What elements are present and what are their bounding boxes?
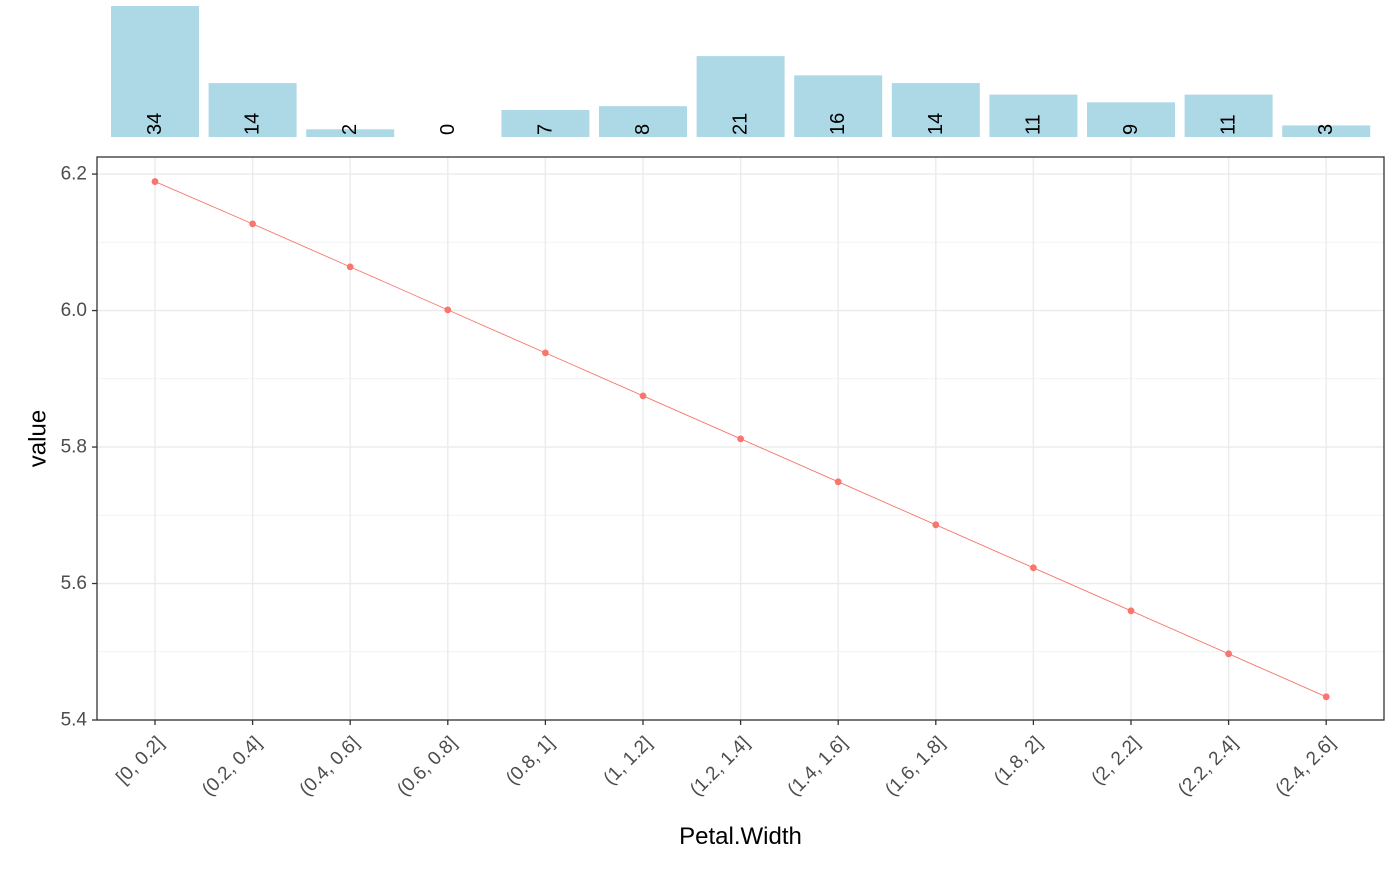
x-tick-label: (0.4, 0.6] xyxy=(296,733,364,801)
data-point xyxy=(834,478,842,486)
x-tick-label: (0.2, 0.4] xyxy=(198,733,266,801)
bar-count-label: 2 xyxy=(339,124,361,135)
data-point xyxy=(249,220,256,228)
histogram-bar xyxy=(989,94,1078,137)
x-tick-label: (1.2, 1.4] xyxy=(686,733,754,801)
bar-count-label: 34 xyxy=(144,113,166,135)
data-point xyxy=(1322,693,1330,701)
histogram-bar xyxy=(1184,94,1273,137)
x-tick-label: (0.6, 0.8] xyxy=(393,733,461,801)
data-point xyxy=(542,349,549,357)
data-point xyxy=(639,392,647,400)
histogram-bar xyxy=(794,75,883,137)
bar-count-label: 21 xyxy=(730,113,752,135)
data-point xyxy=(1127,607,1135,615)
histogram-bar xyxy=(599,106,687,137)
histogram-bar xyxy=(111,6,199,137)
data-point xyxy=(1030,564,1037,572)
bar-count-label: 16 xyxy=(827,113,849,135)
bar-count-label: 14 xyxy=(925,113,947,135)
bar-count-label: 9 xyxy=(1120,124,1142,135)
y-tick-label: 5.8 xyxy=(61,437,87,458)
x-tick-label: (2.2, 2.4] xyxy=(1174,733,1242,801)
x-tick-label: (1.4, 1.6] xyxy=(784,733,852,801)
line-plot-panel: 5.4 5.6 5.8 6.0 6.2 [0, 0.2] (0.2, 0.4] (0.4, … xyxy=(61,156,1385,801)
histogram-bar xyxy=(696,56,785,137)
histogram-bar xyxy=(306,129,395,137)
x-tick-label: (0.8, 1] xyxy=(502,733,559,790)
x-axis: [0, 0.2] (0.2, 0.4] (0.4, 0.6] (0.6, 0.8] (0… xyxy=(112,720,1340,801)
x-tick-label: (1.8, 2] xyxy=(990,733,1047,790)
data-point xyxy=(346,263,354,271)
histogram-bar xyxy=(891,83,980,137)
data-point xyxy=(737,435,744,443)
x-tick-label: (1.6, 1.8] xyxy=(881,733,949,801)
bar-count-label: 11 xyxy=(1022,114,1044,135)
data-point xyxy=(444,306,452,314)
x-axis-title: Petal.Width xyxy=(679,823,802,850)
bar-count-label: 11 xyxy=(1218,114,1240,135)
histogram-bar xyxy=(1087,102,1175,137)
histogram-bar xyxy=(208,83,297,137)
y-tick-label: 6.2 xyxy=(61,164,87,185)
y-tick-label: 5.4 xyxy=(61,710,88,731)
x-tick-label: (2, 2.2] xyxy=(1088,733,1145,790)
data-point xyxy=(151,178,159,185)
series-line-group xyxy=(151,178,1330,701)
y-axis: 5.4 5.6 5.8 6.0 6.2 xyxy=(61,164,97,731)
data-point xyxy=(932,521,940,529)
bar-count-label: 8 xyxy=(632,124,654,135)
bar-count-label: 14 xyxy=(242,113,264,135)
x-tick-label: [0, 0.2] xyxy=(112,733,168,789)
x-tick-label: (1, 1.2] xyxy=(600,733,657,790)
y-axis-title: value xyxy=(25,410,52,467)
y-tick-label: 5.6 xyxy=(61,573,87,594)
bar-count-label: 3 xyxy=(1315,124,1337,135)
bar-count-label: 0 xyxy=(437,124,459,135)
data-point xyxy=(1225,650,1232,658)
histogram-bar xyxy=(1282,125,1371,137)
y-tick-label: 6.0 xyxy=(61,300,87,321)
x-tick-label: (2.4, 2.6] xyxy=(1272,733,1340,801)
bar-count-label: 7 xyxy=(534,124,556,135)
histogram-bar xyxy=(501,110,590,137)
histogram-panel: 34 14 2 0 7 8 21 16 14 11 9 11 3 xyxy=(111,6,1371,137)
